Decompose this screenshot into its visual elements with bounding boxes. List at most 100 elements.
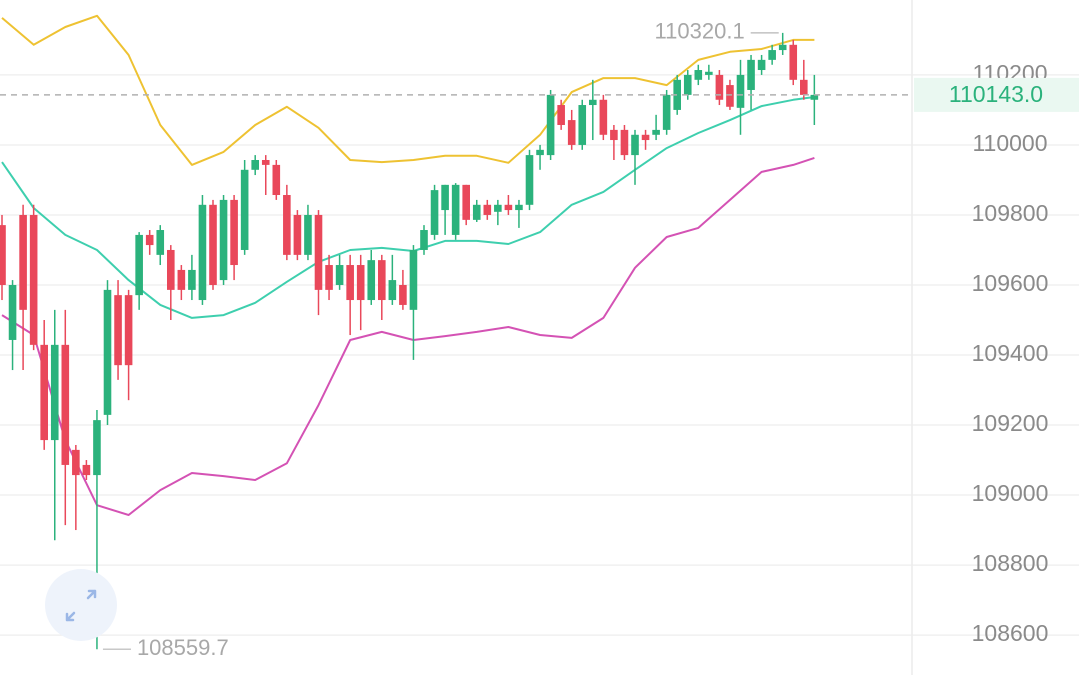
candle-body bbox=[177, 269, 186, 290]
candle-body bbox=[810, 94, 819, 100]
band-line bbox=[1, 14, 815, 166]
candle-body bbox=[409, 249, 418, 310]
candle-body bbox=[156, 230, 165, 255]
candle-body bbox=[188, 269, 196, 290]
high-label: 110320.1 bbox=[655, 19, 745, 44]
candle-body bbox=[705, 71, 713, 75]
expand-icon[interactable] bbox=[65, 589, 97, 622]
candle-body bbox=[525, 155, 534, 205]
y-tick-label: 108600 bbox=[972, 620, 1049, 646]
candle-body bbox=[515, 204, 523, 211]
y-tick-label: 109200 bbox=[972, 410, 1049, 436]
candle-body bbox=[314, 214, 323, 290]
candle-body bbox=[219, 199, 228, 281]
candle-body bbox=[50, 344, 59, 441]
candle-body bbox=[8, 284, 17, 340]
candle-body bbox=[304, 214, 312, 255]
y-tick-label: 109600 bbox=[972, 270, 1049, 296]
candle-body bbox=[261, 159, 270, 165]
candle-body bbox=[230, 199, 238, 266]
candle-body bbox=[641, 134, 650, 141]
candle-body bbox=[167, 249, 175, 290]
candle-body bbox=[367, 260, 376, 301]
candle-body bbox=[451, 184, 460, 235]
candle-body bbox=[430, 190, 439, 235]
candle-body bbox=[778, 44, 787, 51]
candle-body bbox=[662, 94, 671, 130]
candle-body bbox=[483, 204, 492, 215]
candle-body bbox=[103, 289, 112, 415]
candle-body bbox=[399, 284, 407, 305]
candle-body bbox=[694, 70, 703, 80]
candle-body bbox=[747, 59, 755, 90]
candle-body bbox=[631, 134, 639, 156]
candle-body bbox=[19, 214, 27, 310]
candle-body bbox=[335, 265, 344, 285]
expand-button-bg[interactable] bbox=[45, 569, 117, 641]
candle-body bbox=[610, 129, 618, 141]
candle-body bbox=[726, 85, 734, 107]
candle-body bbox=[135, 234, 143, 296]
candle-body bbox=[768, 50, 776, 60]
candle-body bbox=[420, 230, 428, 250]
candle-body bbox=[293, 214, 302, 255]
grid bbox=[0, 74, 1079, 636]
price-axis: 108600 108800 109000 109200 109400 109600 1098… bbox=[914, 60, 1079, 646]
candle-body bbox=[145, 234, 154, 246]
expand-button[interactable] bbox=[45, 569, 117, 641]
candle-body bbox=[356, 265, 365, 301]
candle-body bbox=[378, 260, 386, 301]
candle-body bbox=[472, 204, 481, 220]
candle-body bbox=[504, 204, 513, 211]
candle-body bbox=[589, 99, 597, 106]
candle-body bbox=[683, 74, 692, 95]
candle-body bbox=[736, 74, 745, 108]
candle-body bbox=[209, 204, 217, 285]
candle-body bbox=[789, 44, 798, 80]
candle-body bbox=[72, 449, 80, 476]
candle-body bbox=[715, 74, 724, 100]
candle-body bbox=[578, 105, 587, 145]
candle-body bbox=[673, 79, 681, 110]
candle-body bbox=[557, 105, 565, 125]
candle-body bbox=[652, 129, 660, 135]
candle-body bbox=[93, 420, 101, 476]
last-price-box bbox=[914, 77, 1079, 112]
last-price-label: 110143.0 bbox=[949, 81, 1043, 107]
candle-body bbox=[346, 265, 354, 301]
candle-body bbox=[567, 120, 576, 145]
candle-body bbox=[0, 225, 6, 285]
candle-body bbox=[29, 214, 38, 345]
candle-body bbox=[462, 184, 470, 220]
candle-body bbox=[124, 295, 133, 366]
candle-body bbox=[114, 295, 122, 366]
candle-body bbox=[283, 195, 291, 255]
low-label: 108559.7 bbox=[137, 635, 229, 660]
candle-body bbox=[494, 204, 502, 212]
plot-area: 110320.1 108559.7 bbox=[0, 14, 910, 660]
candle-body bbox=[546, 94, 555, 156]
y-tick-label: 109800 bbox=[972, 200, 1049, 226]
candle-body bbox=[198, 204, 207, 301]
candle-body bbox=[388, 280, 397, 301]
y-tick-label: 109400 bbox=[972, 340, 1049, 366]
candle-body bbox=[61, 344, 70, 465]
candle-body bbox=[757, 59, 766, 71]
candle-body bbox=[251, 159, 259, 170]
candle-body bbox=[441, 184, 449, 211]
candle-body bbox=[272, 164, 281, 196]
y-tick-label: 109000 bbox=[972, 480, 1049, 506]
y-tick-label: 108800 bbox=[972, 550, 1049, 576]
candle-body bbox=[536, 149, 544, 156]
y-tick-label: 110000 bbox=[972, 130, 1047, 156]
candle-body bbox=[325, 265, 333, 290]
candle-body bbox=[620, 129, 629, 156]
candle-body bbox=[800, 79, 808, 95]
candle-body bbox=[599, 99, 608, 135]
candle-body bbox=[40, 344, 48, 441]
candle-body bbox=[240, 169, 249, 250]
candle-body bbox=[82, 464, 91, 476]
